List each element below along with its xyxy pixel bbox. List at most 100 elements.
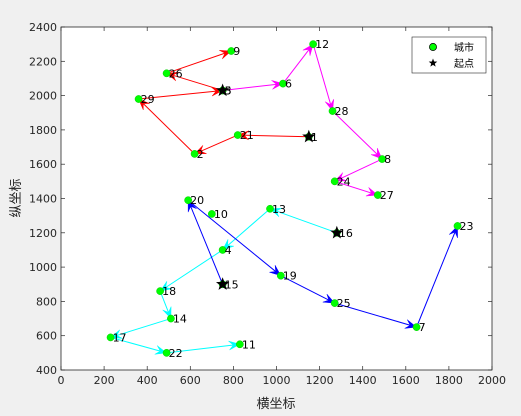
start-star-marker (330, 225, 344, 239)
y-tick-label: 600 (36, 330, 57, 343)
y-tick-label: 1200 (29, 227, 57, 240)
x-tick-label: 1400 (349, 374, 377, 387)
x-tick-label: 400 (137, 374, 158, 387)
x-tick-label: 2000 (478, 374, 506, 387)
city-marker (373, 191, 382, 199)
route-arrowhead (138, 98, 150, 111)
city-marker (233, 131, 242, 139)
city-label: 12 (315, 38, 329, 51)
x-tick-label: 1000 (263, 374, 291, 387)
city-marker (412, 323, 421, 331)
city-label: 8 (384, 153, 391, 166)
start-star-marker (215, 277, 230, 290)
x-tick-label: 1600 (392, 374, 420, 387)
legend-start-marker (428, 58, 438, 67)
city-label: 23 (460, 220, 474, 233)
plot-frame (60, 26, 493, 371)
route-arrowhead (269, 265, 282, 277)
legend: 城市 起点 (411, 36, 487, 74)
route-segment (237, 134, 309, 138)
route-segment (334, 158, 383, 182)
city-label: 14 (173, 313, 187, 326)
city-marker (330, 177, 339, 186)
city-label: 9 (233, 45, 240, 58)
city-marker (208, 210, 216, 218)
city-marker (378, 155, 386, 163)
city-marker (134, 95, 143, 103)
city-label: 29 (141, 93, 155, 106)
city-marker (167, 314, 175, 323)
route-segment (312, 44, 334, 112)
city-label: 24 (337, 175, 351, 188)
y-tick-label: 2000 (29, 90, 57, 103)
route-segment (334, 180, 378, 196)
city-label: 4 (225, 244, 232, 257)
y-tick-label: 1600 (29, 158, 57, 171)
city-label: 27 (380, 189, 394, 202)
route-segment (166, 50, 232, 74)
city-label: 25 (337, 297, 351, 310)
y-axis-label: 纵坐标 (9, 178, 24, 217)
plot-area (61, 27, 492, 370)
y-tick-label: 1000 (29, 261, 57, 274)
route-segment (194, 134, 238, 155)
city-labels: 1234567891011121314151617181920212223242… (113, 38, 474, 360)
city-marker (276, 271, 285, 280)
city-label: 2 (197, 148, 204, 161)
city-marker (453, 222, 462, 230)
city-label: 11 (242, 338, 256, 351)
city-label: 6 (285, 78, 292, 91)
x-tick-label: 800 (223, 374, 244, 387)
city-marker (106, 333, 115, 342)
route-segment (332, 110, 383, 160)
city-marker (279, 79, 287, 88)
x-tick-labels: 0 200 400 600 800 1000 1200 1400 1600 1800 2000 (58, 374, 507, 387)
route-segment (269, 208, 338, 234)
x-tick-label: 600 (180, 374, 201, 387)
city-marker (162, 349, 171, 357)
route-segment (138, 89, 223, 100)
city-label: 19 (283, 270, 297, 283)
route-segment (280, 275, 335, 304)
route-segment (416, 225, 458, 328)
route-arrowhead (228, 340, 241, 351)
y-tick-label: 1800 (29, 124, 57, 137)
route-arrowhead (222, 239, 234, 251)
route-segment (282, 43, 314, 84)
city-label: 7 (419, 321, 426, 334)
city-label: 15 (225, 278, 239, 291)
city-marker (266, 204, 274, 213)
city-label: 18 (162, 285, 176, 298)
city-marker (162, 69, 171, 78)
legend-city-marker (429, 43, 437, 51)
start-star-marker (302, 129, 316, 143)
route-segment (187, 200, 224, 285)
city-marker (309, 40, 317, 49)
city-label: 10 (214, 208, 228, 221)
city-label: 5 (225, 84, 232, 97)
route-arrowhead (271, 80, 284, 90)
y-tick-label: 2400 (29, 21, 57, 34)
city-label: 16 (339, 227, 353, 240)
city-label: 22 (169, 347, 183, 360)
start-star-marker (215, 83, 230, 97)
city-label: 20 (190, 194, 204, 207)
route-segment (110, 336, 167, 354)
legend-start-label: 起点 (454, 58, 474, 70)
route-arrowhead (237, 130, 249, 141)
route-segment (159, 249, 223, 292)
x-tick-label: 0 (58, 374, 65, 387)
y-tick-label: 1400 (29, 193, 57, 206)
city-label: 26 (169, 67, 183, 80)
x-tick-label: 1200 (306, 374, 334, 387)
city-marker (227, 47, 236, 55)
legend-city-label: 城市 (454, 41, 474, 54)
city-label: 28 (335, 105, 349, 118)
legend-box (411, 36, 487, 74)
city-marker (190, 150, 199, 158)
x-tick-label: 1800 (435, 374, 463, 387)
route-segment (166, 343, 240, 354)
y-tick-label: 2200 (29, 55, 57, 68)
route-segment (187, 199, 282, 277)
